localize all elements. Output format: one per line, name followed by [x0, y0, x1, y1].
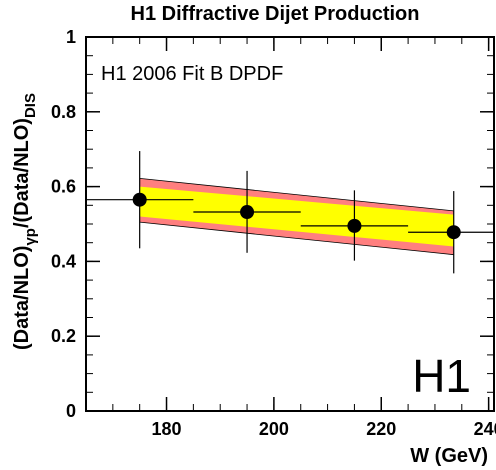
x-axis-title: W (GeV) [410, 445, 488, 467]
data-point-4 [408, 191, 494, 274]
y-axis-title-sub1: γp [22, 228, 39, 246]
uncertainty-band-2 [139, 186, 454, 247]
y-axis-title-part2: /(Data/NLO) [11, 118, 33, 228]
data-points [86, 151, 494, 274]
x-tick-label: 220 [366, 419, 396, 439]
y-tick-label: 0 [66, 401, 76, 421]
data-point-2 [193, 170, 301, 253]
data-marker-1 [132, 192, 147, 207]
axis-ticks: 0 0.2 0.4 0.6 0.8 1 180 200 220 240 [51, 27, 496, 439]
h1-logo: H1 [412, 350, 471, 402]
y-tick-label: 0.8 [51, 102, 76, 122]
band-lower-edge [139, 221, 454, 256]
chart-title: H1 Diffractive Dijet Production [131, 3, 420, 25]
y-axis-title-part1: (Data/NLO) [11, 246, 33, 350]
y-tick-label: 1 [66, 27, 76, 47]
y-tick-label: 0.4 [51, 251, 76, 271]
band-upper-edge [139, 177, 454, 212]
data-point-3 [300, 190, 409, 261]
x-tick-label: 240 [474, 419, 496, 439]
y-tick-label: 0.2 [51, 326, 76, 346]
x-tick-label: 200 [259, 419, 289, 439]
y-axis-title-sub2: DIS [22, 93, 39, 118]
data-point-1 [86, 151, 194, 249]
x-tick-label: 180 [152, 419, 182, 439]
uncertainty-bands [139, 177, 454, 256]
data-marker-2 [240, 205, 255, 220]
data-marker-3 [347, 218, 362, 233]
y-tick-label: 0.6 [51, 177, 76, 197]
data-marker-4 [446, 225, 461, 240]
fit-annotation: H1 2006 Fit B DPDF [101, 63, 283, 85]
y-axis-title: (Data/NLO)γp/(Data/NLO)DIS [11, 93, 39, 350]
